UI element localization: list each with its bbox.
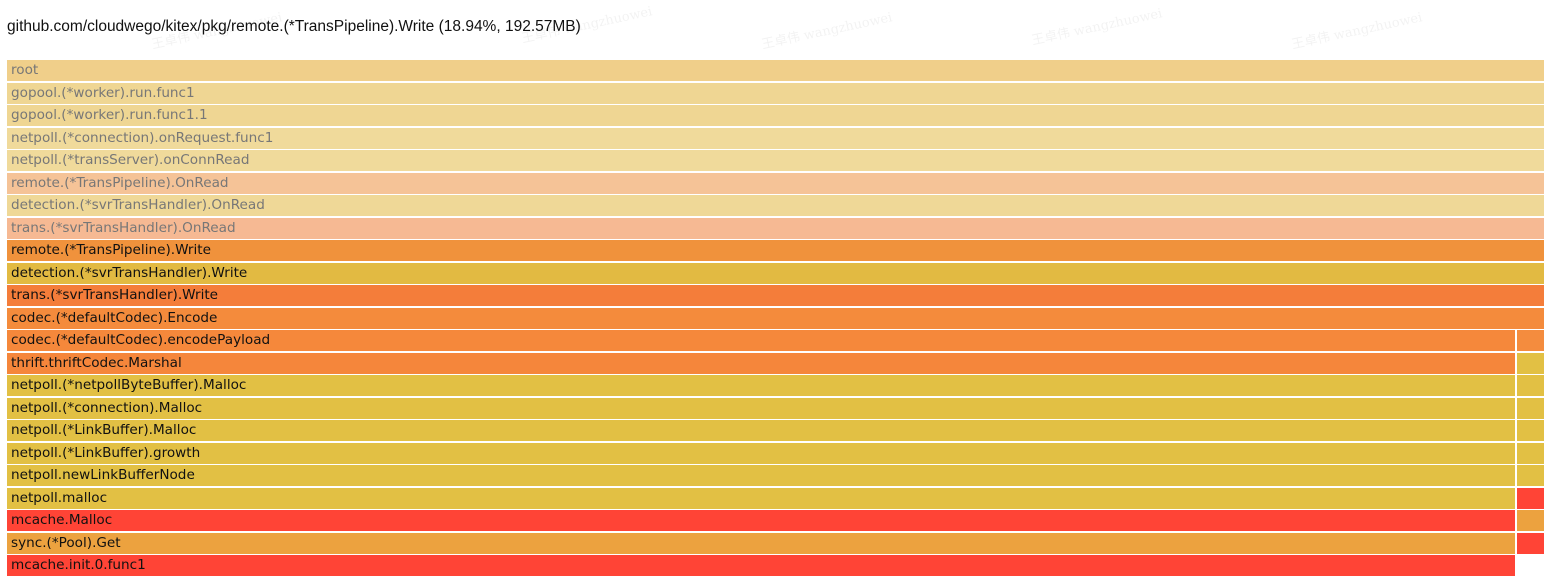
flame-frame[interactable]: gopool.(*worker).run.func1.1 [7, 105, 1544, 126]
selected-frame-title: github.com/cloudwego/kitex/pkg/remote.(*… [7, 18, 581, 35]
flame-row: netpoll.malloc [7, 487, 1544, 511]
flame-frame[interactable]: mcache.Malloc [7, 510, 1515, 531]
flame-frame[interactable]: trans.(*svrTransHandler).Write [7, 285, 1544, 306]
flame-frame-small[interactable] [1517, 465, 1544, 486]
flame-frame[interactable]: detection.(*svrTransHandler).OnRead [7, 195, 1544, 216]
flame-row: detection.(*svrTransHandler).Write [7, 262, 1544, 286]
flame-row: gopool.(*worker).run.func1.1 [7, 105, 1544, 128]
flame-frame[interactable]: netpoll.newLinkBufferNode [7, 465, 1515, 486]
flame-row: thrift.thriftCodec.Marshal [7, 352, 1544, 376]
flame-row: trans.(*svrTransHandler).Write [7, 285, 1544, 308]
flame-graph: root gopool.(*worker).run.func1 gopool.(*w… [7, 60, 1544, 578]
flame-frame[interactable]: trans.(*svrTransHandler).OnRead [7, 217, 1544, 239]
flame-frame-small[interactable] [1517, 487, 1544, 509]
flame-row: netpoll.(*connection).onRequest.func1 [7, 127, 1544, 151]
flame-row: remote.(*TransPipeline).Write [7, 240, 1544, 263]
flame-row: remote.(*TransPipeline).OnRead [7, 172, 1544, 196]
flame-frame[interactable]: thrift.thriftCodec.Marshal [7, 352, 1515, 374]
watermark-text: 王卓伟 wangzhuowei [760, 10, 894, 53]
flame-row: codec.(*defaultCodec).Encode [7, 307, 1544, 331]
flame-row: netpoll.(*transServer).onConnRead [7, 150, 1544, 173]
flame-frame[interactable]: remote.(*TransPipeline).OnRead [7, 172, 1544, 194]
flame-frame[interactable]: netpoll.(*LinkBuffer).Malloc [7, 420, 1515, 441]
flame-row: netpoll.newLinkBufferNode [7, 465, 1544, 488]
flame-row: root [7, 60, 1544, 83]
flame-frame[interactable]: netpoll.malloc [7, 487, 1515, 509]
flame-row: trans.(*svrTransHandler).OnRead [7, 217, 1544, 241]
flame-frame[interactable]: codec.(*defaultCodec).Encode [7, 307, 1544, 329]
flame-frame[interactable]: netpoll.(*connection).Malloc [7, 397, 1515, 419]
flame-frame-small[interactable] [1517, 397, 1544, 419]
flame-frame[interactable]: netpoll.(*transServer).onConnRead [7, 150, 1544, 171]
flame-row: mcache.Malloc [7, 510, 1544, 533]
flame-frame[interactable]: detection.(*svrTransHandler).Write [7, 262, 1544, 284]
flame-frame-small[interactable] [1517, 420, 1544, 441]
flame-frame[interactable]: sync.(*Pool).Get [7, 532, 1515, 554]
flame-frame-small[interactable] [1517, 375, 1544, 396]
flame-frame[interactable]: mcache.init.0.func1 [7, 555, 1515, 576]
flame-frame[interactable]: netpoll.(*LinkBuffer).growth [7, 442, 1515, 464]
flame-row: netpoll.(*connection).Malloc [7, 397, 1544, 421]
flame-row: netpoll.(*LinkBuffer).Malloc [7, 420, 1544, 443]
flame-frame[interactable]: gopool.(*worker).run.func1 [7, 82, 1544, 104]
flame-row: netpoll.(*netpollByteBuffer).Malloc [7, 375, 1544, 398]
flame-row: gopool.(*worker).run.func1 [7, 82, 1544, 106]
flame-frame[interactable]: netpoll.(*netpollByteBuffer).Malloc [7, 375, 1515, 396]
flame-frame[interactable]: remote.(*TransPipeline).Write [7, 240, 1544, 261]
flame-row: detection.(*svrTransHandler).OnRead [7, 195, 1544, 218]
flame-row: codec.(*defaultCodec).encodePayload [7, 330, 1544, 353]
flame-row: sync.(*Pool).Get [7, 532, 1544, 556]
watermark-text: 王卓伟 wangzhuowei [1030, 6, 1164, 49]
flame-frame-small[interactable] [1517, 330, 1544, 351]
flame-frame[interactable]: codec.(*defaultCodec).encodePayload [7, 330, 1515, 351]
flame-row: netpoll.(*LinkBuffer).growth [7, 442, 1544, 466]
watermark-text: 王卓伟 wangzhuowei [1290, 10, 1424, 53]
flame-frame[interactable]: root [7, 60, 1544, 81]
flame-frame[interactable]: netpoll.(*connection).onRequest.func1 [7, 127, 1544, 149]
flame-frame-small[interactable] [1517, 510, 1544, 531]
flame-row: mcache.init.0.func1 [7, 555, 1544, 578]
flame-frame-small[interactable] [1517, 442, 1544, 464]
flame-frame-small[interactable] [1517, 532, 1544, 554]
flame-frame-small[interactable] [1517, 352, 1544, 374]
